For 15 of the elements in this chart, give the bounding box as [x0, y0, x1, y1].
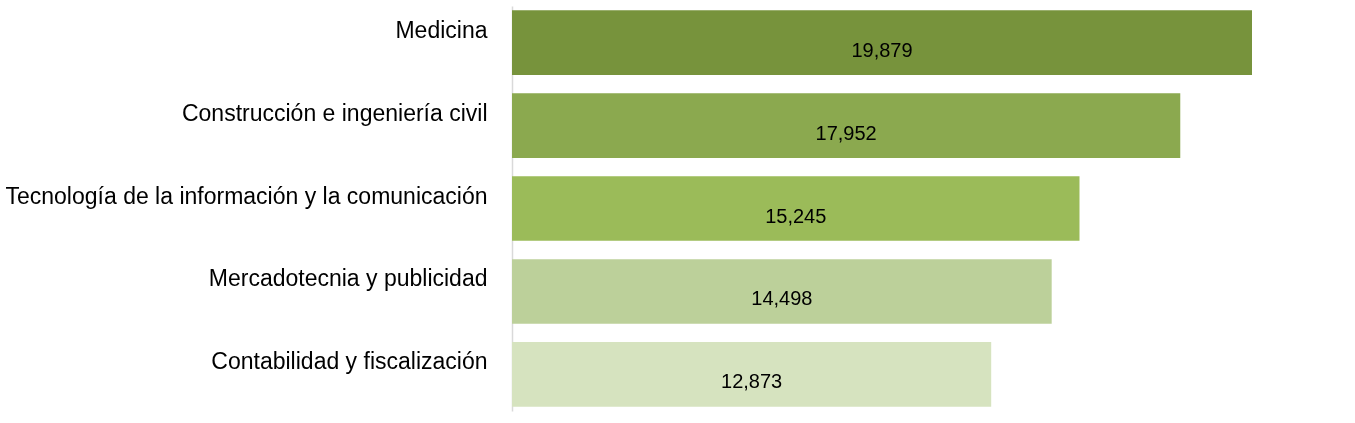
data-label: 19,879 — [851, 38, 913, 61]
bar — [512, 259, 1052, 324]
data-label: 12,873 — [721, 370, 783, 393]
y-tick-label: Construcción e ingeniería civil — [181, 99, 488, 126]
bar — [512, 10, 1252, 75]
bar — [512, 176, 1080, 241]
data-label: 15,245 — [765, 204, 827, 227]
data-label: 17,952 — [815, 121, 877, 144]
y-tick-label: Contabilidad y fiscalización — [211, 348, 488, 375]
y-tick-label: Medicina — [395, 16, 488, 43]
data-label: 14,498 — [751, 287, 813, 310]
y-tick-label: Tecnología de la información y la comunicación — [5, 182, 488, 209]
bar — [512, 342, 992, 407]
bar — [512, 93, 1181, 158]
y-tick-label: Mercadotecnia y publicidad — [208, 265, 488, 292]
